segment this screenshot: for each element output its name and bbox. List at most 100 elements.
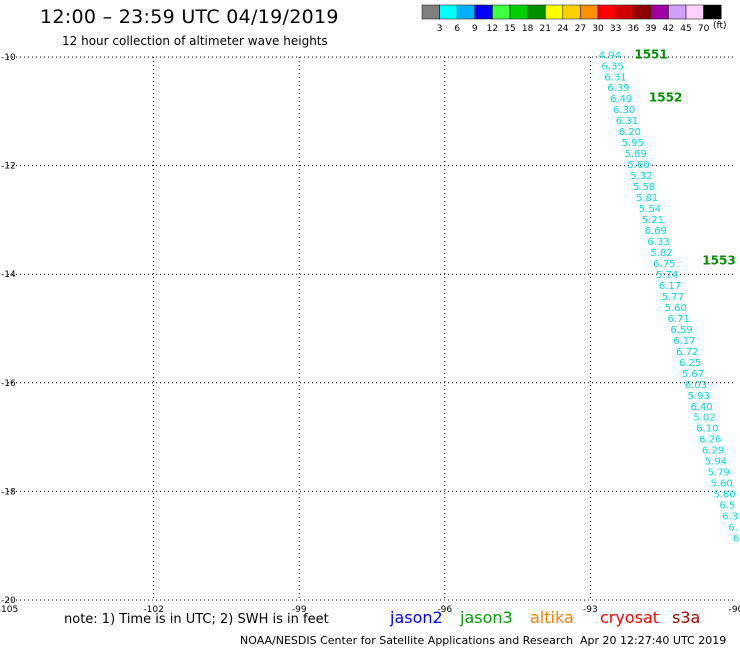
wave-height-value: 6.5 — [719, 501, 735, 512]
credit-text: NOAA/NESDIS Center for Satellite Applica… — [240, 634, 574, 647]
wave-height-value: 6. — [728, 523, 738, 534]
wave-height-value: 5.21 — [642, 215, 664, 226]
legend-swatch — [492, 4, 511, 20]
legend-swatch — [474, 4, 493, 20]
wave-height-value: 5.77 — [662, 292, 684, 303]
legend-swatch — [562, 4, 581, 20]
wave-height-value: 5.95 — [622, 138, 644, 149]
legend-unit: (ft) — [713, 21, 727, 31]
legend-swatch — [421, 4, 440, 20]
latitude-label: -14 — [1, 270, 16, 280]
wave-height-value: 6.71 — [668, 314, 690, 325]
wave-height-value: 6.31 — [604, 72, 626, 83]
legend-label: 21 — [539, 24, 550, 34]
wave-height-value: 5.32 — [630, 171, 652, 182]
longitude-label: -102 — [143, 605, 163, 615]
wave-height-value: 6.49 — [610, 94, 632, 105]
wave-height-value: 5.81 — [636, 193, 658, 204]
legend-label: 3 — [437, 24, 443, 34]
wave-height-value: 6.17 — [659, 281, 681, 292]
wave-height-value: 6.3 — [722, 512, 738, 523]
satellite-cryosat: cryosat — [600, 608, 660, 627]
longitude-label: -99 — [292, 605, 307, 615]
legend-label: 9 — [472, 24, 478, 34]
legend-label: 6 — [454, 24, 460, 34]
legend-label: 70 — [698, 24, 710, 34]
wave-height-value: 6 — [733, 534, 739, 545]
wave-height-value: 6.17 — [673, 336, 695, 347]
longitude-label: -90 — [729, 605, 740, 615]
longitude-label: -105 — [0, 605, 18, 615]
satellite-jason3: jason3 — [460, 608, 513, 627]
wave-height-value: 6.33 — [647, 237, 669, 248]
legend-swatch — [544, 4, 564, 20]
wave-height-value: 6.40 — [690, 402, 712, 413]
note-text: note: 1) Time is in UTC; 2) SWH is in fe… — [64, 612, 329, 627]
wave-height-value: 6.75 — [653, 259, 675, 270]
legend-label: 42 — [663, 24, 674, 34]
wave-height-value: 5.58 — [633, 182, 655, 193]
wave-height-value: 6.25 — [679, 358, 701, 369]
wave-height-value: 6.30 — [613, 105, 635, 116]
wave-height-value: 6.31 — [616, 116, 638, 127]
wave-height-value: 5.89 — [624, 149, 646, 160]
longitude-label: -96 — [437, 605, 452, 615]
legend-label: 30 — [592, 24, 604, 34]
wave-height-value: 5.79 — [708, 468, 730, 479]
legend-label: 45 — [680, 24, 691, 34]
legend-label: 15 — [504, 24, 515, 34]
wave-height-value: 6.69 — [645, 226, 667, 237]
wave-height-value: 5.93 — [688, 391, 710, 402]
altimeter-track: 4.946.356.316.396.496.306.316.205.955.89… — [599, 47, 740, 544]
wave-height-value: 5.54 — [639, 204, 661, 215]
legend-label: 36 — [627, 24, 639, 34]
timestamp-text: Apr 20 12:27:40 UTC 2019 — [580, 634, 727, 647]
latitude-label: -12 — [1, 162, 16, 172]
wave-height-value: 6.35 — [602, 61, 624, 72]
latitude-label: -10 — [1, 53, 16, 63]
legend-swatch — [597, 4, 616, 20]
satellite-altika: altika — [530, 608, 574, 627]
wave-height-value: 6.20 — [619, 127, 641, 138]
wave-height-value: 5.60 — [627, 160, 649, 171]
satellite-jason2: jason2 — [390, 608, 443, 627]
legend-swatch — [615, 4, 634, 20]
legend-swatch — [580, 4, 599, 20]
wave-height-value: 4.94 — [599, 50, 621, 61]
latitude-label: -20 — [1, 596, 16, 606]
wave-height-value: 5.82 — [650, 248, 672, 259]
map-subtitle: 12 hour collection of altimeter wave hei… — [62, 34, 328, 48]
legend-label: 12 — [487, 24, 498, 34]
pass-number-label: 1553 — [702, 254, 735, 268]
wave-height-value: 5.60 — [713, 490, 735, 501]
latitude-label: -16 — [1, 379, 16, 389]
wave-height-value: 6.10 — [696, 424, 718, 435]
wave-height-value: 5.60 — [711, 479, 733, 490]
legend-label: 27 — [575, 24, 586, 34]
color-legend: 3 6 9 12 15 18 21 24 27 30 33 36 39 42 45 70 — [421, 4, 722, 34]
wave-height-value: 6.72 — [676, 347, 698, 358]
legend-swatch — [509, 4, 528, 20]
legend-label: 39 — [645, 24, 657, 34]
legend-swatch — [650, 4, 669, 20]
legend-swatch — [439, 4, 458, 20]
satellite-s3a: s3a — [672, 608, 701, 627]
wave-height-value: 5.67 — [682, 369, 704, 380]
wave-height-value: 6.03 — [685, 380, 707, 391]
legend-swatch — [456, 4, 476, 20]
pass-number-label: 1551 — [634, 47, 667, 61]
wave-height-value: 5.74 — [656, 270, 678, 281]
wave-height-value: 5.60 — [665, 303, 687, 314]
legend-swatch — [703, 4, 722, 20]
legend-label: 33 — [610, 24, 621, 34]
wave-height-value: 5.02 — [693, 413, 715, 424]
legend-label: 18 — [522, 24, 534, 34]
wave-height-value: 5.94 — [705, 457, 727, 468]
legend-swatch — [668, 4, 687, 20]
longitude-label: -93 — [583, 605, 598, 615]
pass-number-label: 1552 — [649, 91, 682, 105]
wave-height-value: 6.29 — [702, 446, 724, 457]
legend-swatch — [632, 4, 652, 20]
legend-swatch — [527, 4, 546, 20]
